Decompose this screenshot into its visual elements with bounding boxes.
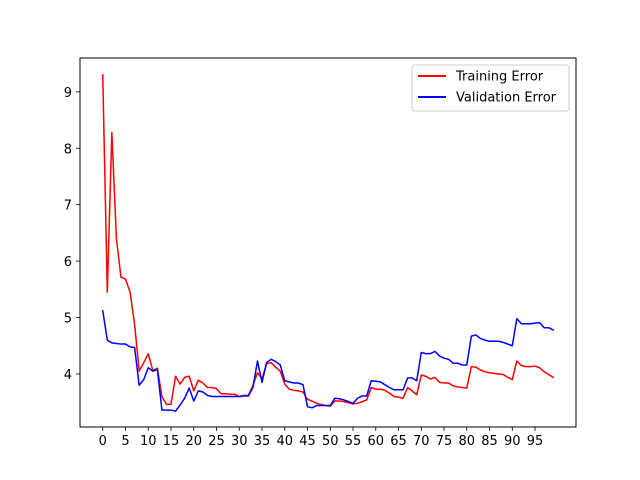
x-tick-label: 35 (254, 434, 271, 449)
x-tick-label: 65 (390, 434, 407, 449)
series-layer (101, 74, 555, 412)
x-tick-label: 30 (231, 434, 248, 449)
x-tick-label: 0 (99, 434, 107, 449)
x-tick-label: 15 (163, 434, 180, 449)
x-tick-label: 60 (368, 434, 385, 449)
legend-box (411, 64, 570, 112)
x-tick-label: 25 (208, 434, 225, 449)
x-tick-label: 85 (481, 434, 498, 449)
x-tick-label: 45 (299, 434, 316, 449)
y-tick-label: 7 (64, 199, 72, 214)
x-tick-label: 40 (276, 434, 293, 449)
y-axis: 4 5 6 7 8 9 (64, 86, 80, 383)
x-tick-label: 80 (459, 434, 476, 449)
x-tick-label: 55 (345, 434, 362, 449)
y-tick-label: 5 (64, 312, 72, 327)
x-tick-label: 75 (436, 434, 453, 449)
legend-label-training-error: Training Error (455, 70, 544, 85)
y-tick-label: 8 (64, 142, 72, 157)
legend-label-validation-error: Validation Error (456, 91, 557, 106)
x-tick-label: 20 (185, 434, 202, 449)
x-axis: 0 5 10 15 20 25 30 35 40 45 50 55 60 65 70 75 80 85 90 95 (99, 427, 544, 449)
x-tick-label: 10 (140, 434, 157, 449)
x-tick-label: 90 (504, 434, 521, 449)
x-tick-label: 95 (527, 434, 544, 449)
legend: Training Error Validation Error (411, 64, 570, 112)
x-tick-label: 70 (413, 434, 430, 449)
series-line-validation-error (101, 309, 555, 412)
plot-frame (79, 57, 577, 428)
y-tick-label: 6 (64, 255, 72, 270)
axes-layer (79, 57, 577, 428)
x-tick-label: 50 (322, 434, 339, 449)
x-tick-label: 5 (121, 434, 129, 449)
y-tick-label: 4 (64, 368, 72, 383)
y-tick-label: 9 (64, 86, 72, 101)
plot-area (80, 58, 576, 427)
